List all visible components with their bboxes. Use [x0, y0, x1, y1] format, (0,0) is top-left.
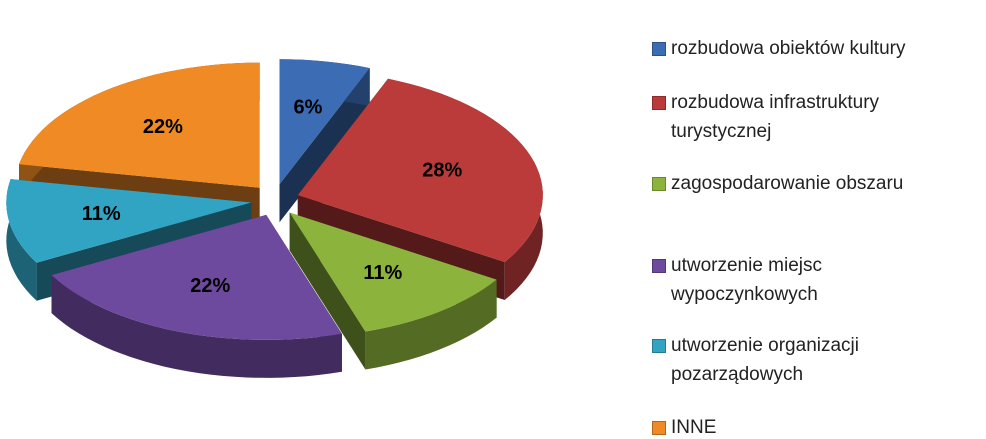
legend-label: INNE — [671, 417, 717, 438]
legend-item: INNE — [652, 413, 962, 439]
pie-area: 6% 28% 11% 22% 11% 22% — [6, 59, 543, 378]
legend-item: rozbudowa infrastruktury turystycznej — [652, 88, 962, 146]
slice-top — [6, 179, 252, 263]
legend-swatch — [652, 421, 666, 435]
legend-item: rozbudowa obiektów kultury — [652, 34, 962, 63]
legend-swatch — [652, 259, 666, 273]
legend-label: utworzenie organizacji pozarządowych — [671, 335, 859, 385]
legend-item: zagospodarowanie obszaru — [652, 169, 962, 198]
legend-item: utworzenie miejsc wypoczynkowych — [652, 251, 962, 309]
slice — [289, 212, 497, 370]
data-label: 28% — [422, 159, 462, 181]
legend-label: utworzenie miejsc wypoczynkowych — [671, 255, 822, 305]
slice-wall — [6, 179, 37, 301]
data-label: 22% — [190, 275, 230, 297]
legend-swatch — [652, 42, 666, 56]
slice-top — [289, 212, 497, 332]
legend-swatch — [652, 339, 666, 353]
slice-top — [297, 78, 543, 262]
legend-label: zagospodarowanie obszaru — [671, 173, 904, 194]
slice — [279, 59, 370, 223]
slice-wall — [365, 279, 497, 370]
slice-top — [279, 59, 370, 185]
slice-top — [19, 62, 260, 188]
data-label: 11% — [82, 203, 121, 225]
legend-label: rozbudowa infrastruktury turystycznej — [671, 92, 880, 142]
slice-top — [51, 214, 342, 340]
slice — [51, 214, 342, 378]
data-label: 6% — [294, 96, 323, 118]
slice-wall — [51, 275, 342, 378]
legend-swatch — [652, 96, 666, 110]
slice-side — [289, 212, 366, 370]
legend-label: rozbudowa obiektów kultury — [671, 38, 906, 59]
slice-side — [279, 68, 370, 223]
data-label: 11% — [363, 262, 402, 284]
legend-item: utworzenie organizacji pozarządowych — [652, 331, 962, 389]
legend-swatch — [652, 177, 666, 191]
data-label: 22% — [143, 116, 183, 138]
